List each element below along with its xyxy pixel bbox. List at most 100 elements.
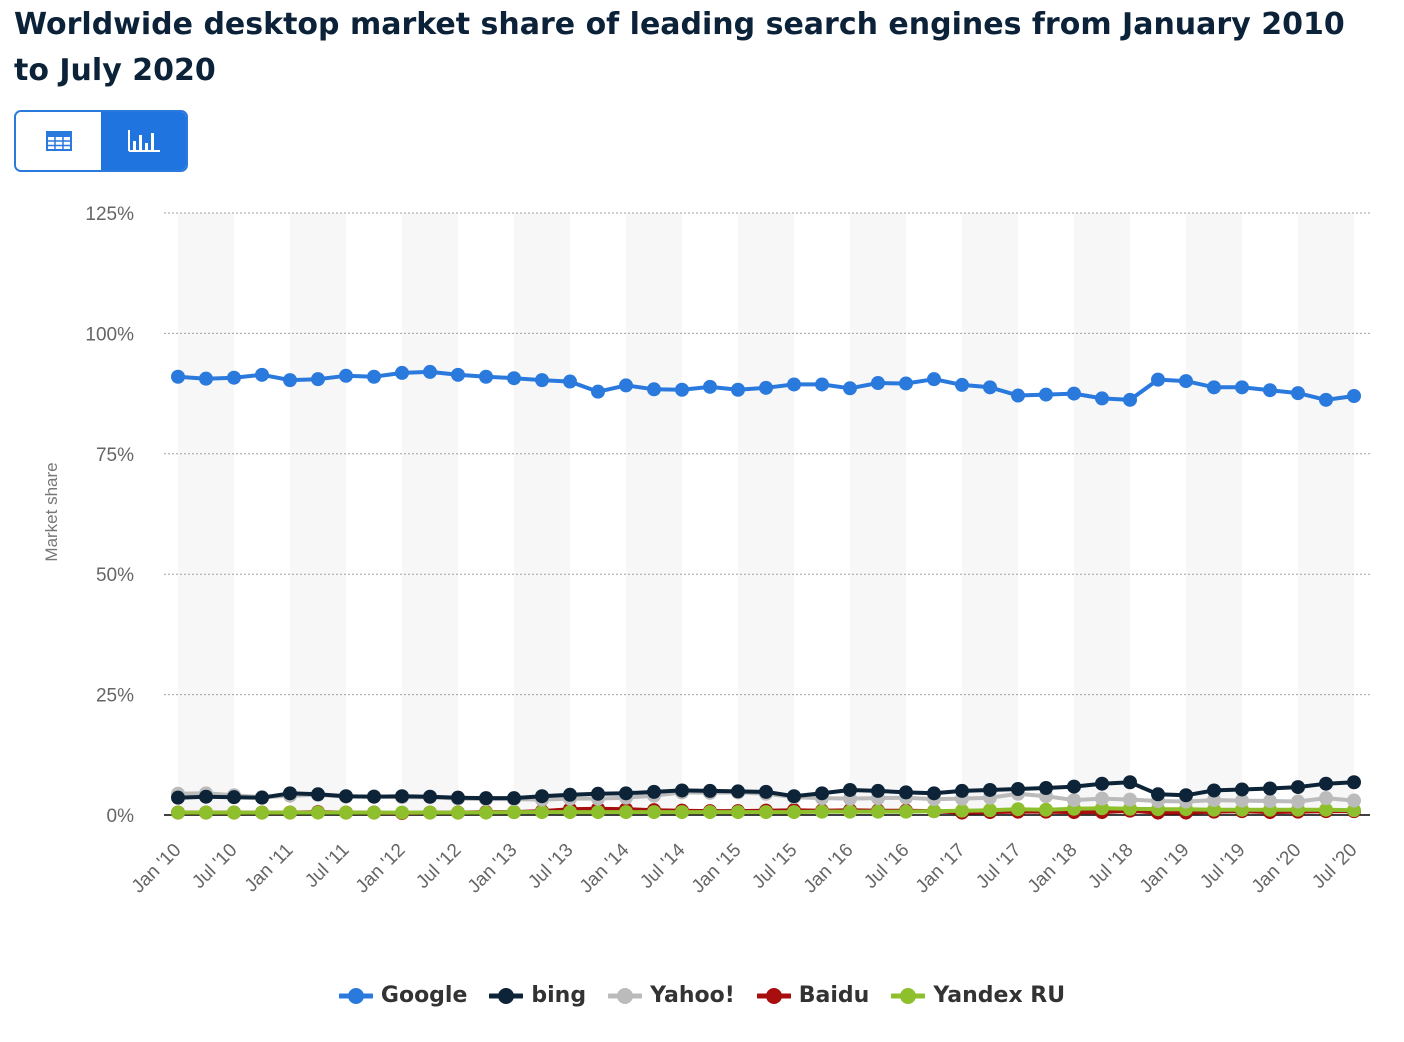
data-point[interactable]	[703, 379, 717, 394]
data-point[interactable]	[339, 805, 353, 820]
data-point[interactable]	[843, 782, 857, 797]
data-point[interactable]	[1095, 776, 1109, 791]
data-point[interactable]	[1291, 794, 1305, 809]
data-point[interactable]	[619, 786, 633, 801]
data-point[interactable]	[199, 789, 213, 804]
table-view-button[interactable]	[16, 112, 101, 170]
data-point[interactable]	[1067, 793, 1081, 808]
data-point[interactable]	[1207, 802, 1221, 817]
data-point[interactable]	[423, 364, 437, 379]
data-point[interactable]	[955, 377, 969, 392]
data-point[interactable]	[731, 784, 745, 799]
data-point[interactable]	[563, 805, 577, 820]
data-point[interactable]	[199, 371, 213, 386]
data-point[interactable]	[451, 790, 465, 805]
data-point[interactable]	[311, 372, 325, 387]
data-point[interactable]	[983, 782, 997, 797]
data-point[interactable]	[255, 367, 269, 382]
data-point[interactable]	[955, 783, 969, 798]
data-point[interactable]	[1207, 783, 1221, 798]
data-point[interactable]	[1291, 386, 1305, 401]
data-point[interactable]	[1291, 780, 1305, 795]
data-point[interactable]	[983, 380, 997, 395]
data-point[interactable]	[171, 805, 185, 820]
legend-item[interactable]: bing	[489, 983, 586, 1008]
data-point[interactable]	[591, 805, 605, 820]
data-point[interactable]	[395, 789, 409, 804]
data-point[interactable]	[1347, 389, 1361, 404]
legend-item[interactable]: Baidu	[756, 983, 869, 1008]
data-point[interactable]	[395, 805, 409, 820]
data-point[interactable]	[927, 372, 941, 387]
data-point[interactable]	[311, 787, 325, 802]
data-point[interactable]	[703, 805, 717, 820]
data-point[interactable]	[451, 805, 465, 820]
data-point[interactable]	[367, 789, 381, 804]
data-point[interactable]	[983, 803, 997, 818]
data-point[interactable]	[283, 805, 297, 820]
data-point[interactable]	[367, 805, 381, 820]
data-point[interactable]	[535, 805, 549, 820]
data-point[interactable]	[367, 369, 381, 384]
data-point[interactable]	[283, 786, 297, 801]
data-point[interactable]	[255, 805, 269, 820]
data-point[interactable]	[1011, 781, 1025, 796]
data-point[interactable]	[1095, 801, 1109, 816]
data-point[interactable]	[731, 805, 745, 820]
data-point[interactable]	[227, 790, 241, 805]
data-point[interactable]	[339, 789, 353, 804]
chart-view-button[interactable]	[101, 112, 186, 170]
data-point[interactable]	[899, 376, 913, 391]
data-point[interactable]	[1319, 392, 1333, 407]
data-point[interactable]	[563, 787, 577, 802]
data-point[interactable]	[1263, 383, 1277, 398]
data-point[interactable]	[759, 784, 773, 799]
data-point[interactable]	[703, 783, 717, 798]
data-point[interactable]	[787, 789, 801, 804]
data-point[interactable]	[843, 804, 857, 819]
data-point[interactable]	[227, 805, 241, 820]
data-point[interactable]	[507, 805, 521, 820]
data-point[interactable]	[1095, 791, 1109, 806]
data-point[interactable]	[1319, 802, 1333, 817]
data-point[interactable]	[899, 804, 913, 819]
data-point[interactable]	[675, 783, 689, 798]
data-point[interactable]	[927, 804, 941, 819]
legend-item[interactable]: Yahoo!	[608, 983, 735, 1008]
data-point[interactable]	[843, 381, 857, 396]
data-point[interactable]	[171, 790, 185, 805]
data-point[interactable]	[1067, 386, 1081, 401]
data-point[interactable]	[1011, 802, 1025, 817]
data-point[interactable]	[1263, 794, 1277, 809]
data-point[interactable]	[675, 382, 689, 397]
data-point[interactable]	[423, 805, 437, 820]
data-point[interactable]	[647, 805, 661, 820]
data-point[interactable]	[1347, 793, 1361, 808]
data-point[interactable]	[871, 783, 885, 798]
data-point[interactable]	[283, 373, 297, 388]
legend-item[interactable]: Google	[338, 983, 467, 1008]
data-point[interactable]	[535, 789, 549, 804]
data-point[interactable]	[479, 805, 493, 820]
data-point[interactable]	[787, 377, 801, 392]
data-point[interactable]	[1235, 793, 1249, 808]
data-point[interactable]	[1235, 380, 1249, 395]
data-point[interactable]	[395, 365, 409, 380]
data-point[interactable]	[479, 369, 493, 384]
data-point[interactable]	[1123, 775, 1137, 790]
data-point[interactable]	[1123, 392, 1137, 407]
data-point[interactable]	[927, 786, 941, 801]
data-point[interactable]	[1179, 374, 1193, 389]
data-point[interactable]	[311, 805, 325, 820]
data-point[interactable]	[759, 805, 773, 820]
data-point[interactable]	[591, 786, 605, 801]
legend-item[interactable]: Yandex RU	[891, 983, 1065, 1008]
data-point[interactable]	[507, 791, 521, 806]
data-point[interactable]	[423, 789, 437, 804]
data-point[interactable]	[675, 805, 689, 820]
data-point[interactable]	[1319, 791, 1333, 806]
data-point[interactable]	[1067, 779, 1081, 794]
data-point[interactable]	[815, 804, 829, 819]
data-point[interactable]	[1207, 380, 1221, 395]
data-point[interactable]	[1095, 391, 1109, 406]
